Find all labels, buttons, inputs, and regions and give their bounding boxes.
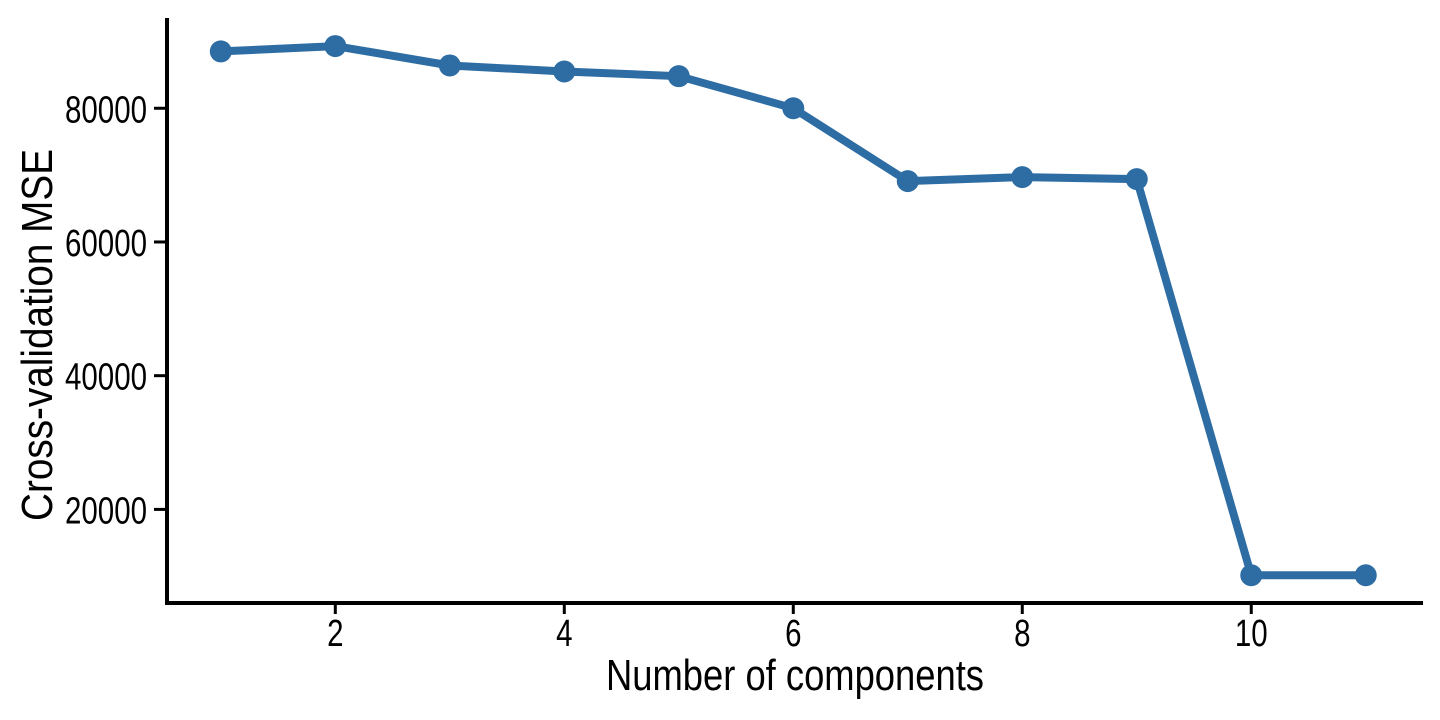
mse-line <box>220 42 1366 580</box>
data-point-10 <box>1240 564 1263 587</box>
data-point-6 <box>782 97 805 120</box>
axis-ticks: 20000 40000 60000 80000 2 4 6 8 10 <box>65 89 1268 655</box>
x-axis-title: Number of components <box>606 651 984 700</box>
y-axis-tick-label: 80000 <box>65 89 147 131</box>
x-axis-tick-label: 8 <box>1014 613 1030 655</box>
data-point-4 <box>553 60 576 83</box>
data-point-7 <box>896 170 919 193</box>
y-axis-tick-label: 20000 <box>65 490 147 532</box>
data-point-8 <box>1011 166 1034 189</box>
x-axis-tick-label: 2 <box>327 613 343 655</box>
data-point-9 <box>1125 168 1148 191</box>
x-axis-tick-label: 4 <box>556 613 572 655</box>
data-point-2 <box>324 35 347 58</box>
data-point-5 <box>667 65 690 88</box>
x-axis-tick-label: 10 <box>1235 613 1268 655</box>
data-point-1 <box>209 40 232 63</box>
y-axis-tick-label: 60000 <box>65 223 147 265</box>
mse-series <box>209 35 1377 587</box>
y-axis-tick-label: 40000 <box>65 357 147 399</box>
x-axis-tick-label: 6 <box>785 613 801 655</box>
data-point-11 <box>1354 564 1377 587</box>
y-axis-title: Cross-validation MSE <box>13 149 62 521</box>
data-point-3 <box>438 54 461 77</box>
